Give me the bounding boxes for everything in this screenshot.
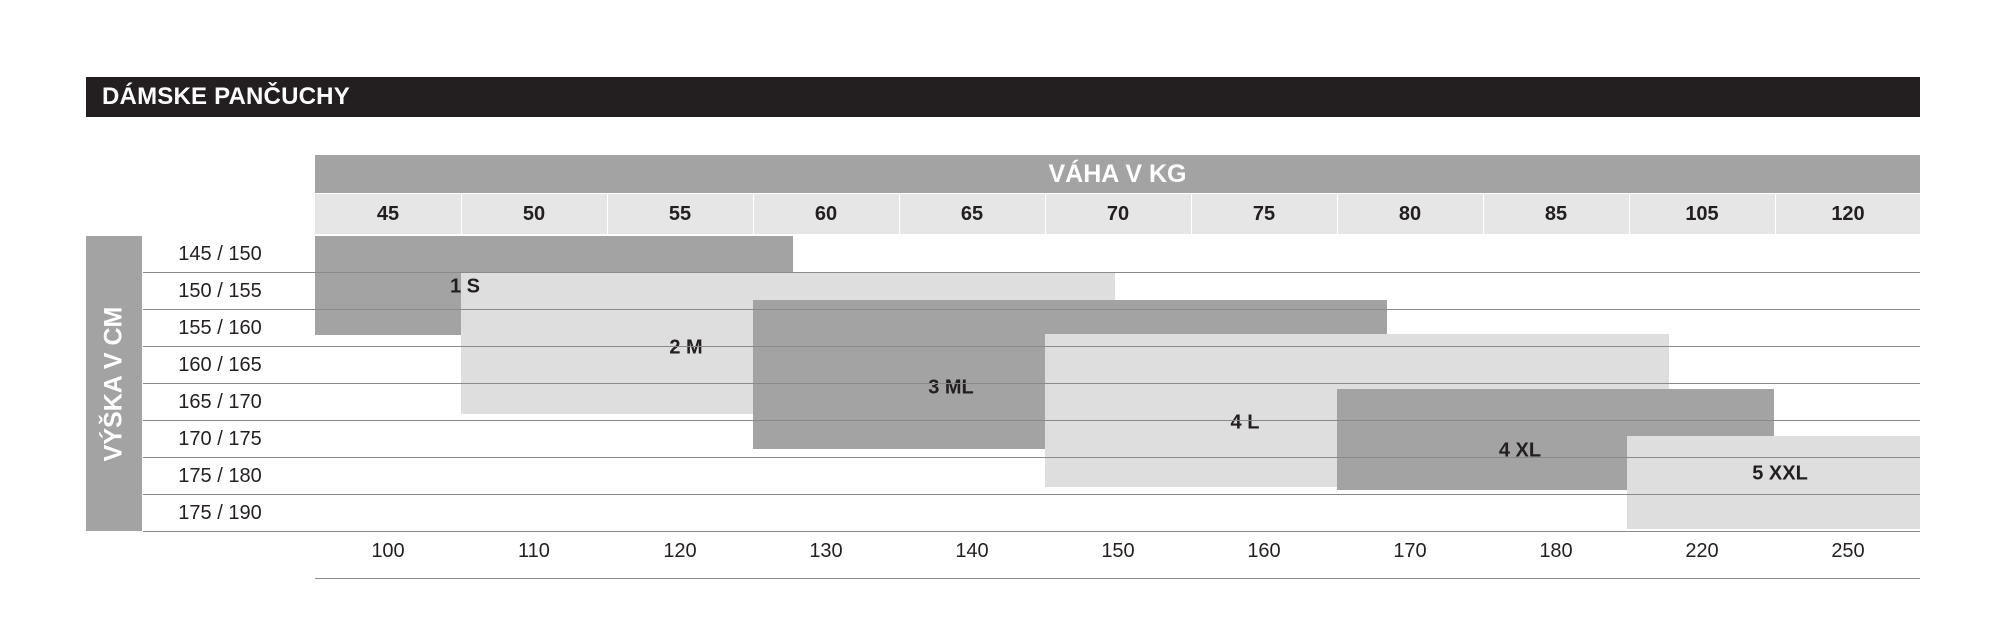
size-label-3-ml: 3 ML [928, 376, 974, 399]
weight-col-separator [1337, 194, 1338, 234]
bottom-value-0: 100 [371, 540, 405, 562]
height-axis-title: VÝŠKA V CM [99, 306, 128, 461]
bottom-value-2: 120 [663, 540, 697, 562]
weight-col-separator [899, 194, 900, 234]
bottom-value-7: 170 [1393, 540, 1427, 562]
row-divider [143, 457, 1920, 458]
bottom-value-3: 130 [809, 540, 843, 562]
row-divider [143, 531, 1920, 532]
row-divider [143, 272, 1920, 273]
weight-col-separator [1629, 194, 1630, 234]
row-divider [143, 420, 1920, 421]
weight-col-6: 75 [1252, 203, 1276, 225]
weight-col-separator [1483, 194, 1484, 234]
weight-col-9: 105 [1685, 203, 1719, 225]
weight-col-3: 60 [814, 203, 838, 225]
weight-col-separator [461, 194, 462, 234]
weight-col-8: 85 [1544, 203, 1568, 225]
weight-col-separator [1191, 194, 1192, 234]
weight-col-7: 80 [1398, 203, 1422, 225]
weight-col-2: 55 [668, 203, 692, 225]
bottom-value-5: 150 [1101, 540, 1135, 562]
bottom-rule [315, 578, 1920, 579]
height-row-label-1: 150 / 155 [178, 280, 262, 302]
bottom-value-6: 160 [1247, 540, 1281, 562]
bottom-value-8: 180 [1539, 540, 1573, 562]
height-row-label-4: 165 / 170 [178, 391, 262, 413]
row-divider [143, 494, 1920, 495]
weight-col-separator [607, 194, 608, 234]
row-divider [143, 346, 1920, 347]
height-row-label-0: 145 / 150 [178, 243, 262, 265]
bottom-value-10: 250 [1831, 540, 1865, 562]
height-row-label-7: 175 / 190 [178, 502, 262, 524]
bottom-value-1: 110 [518, 540, 550, 562]
height-row-label-5: 170 / 175 [178, 428, 262, 450]
weight-col-10: 120 [1831, 203, 1865, 225]
height-row-label-2: 155 / 160 [178, 317, 262, 339]
weight-col-separator [1775, 194, 1776, 234]
weight-axis-title: VÁHA V KG [1048, 160, 1187, 188]
bottom-value-4: 140 [955, 540, 989, 562]
height-row-label-3: 160 / 165 [178, 354, 262, 376]
weight-col-5: 70 [1106, 203, 1130, 225]
size-block-5-xxl [1627, 436, 1920, 529]
weight-col-0: 45 [376, 203, 400, 225]
size-label-4-l: 4 L [1230, 411, 1260, 434]
page-title: DÁMSKE PANČUCHY [102, 83, 350, 110]
height-axis-header: VÝŠKA V CM [86, 236, 142, 531]
weight-col-4: 65 [960, 203, 984, 225]
weight-col-separator [753, 194, 754, 234]
row-divider [143, 309, 1920, 310]
weight-col-separator [1045, 194, 1046, 234]
size-label-2-m: 2 M [669, 336, 703, 359]
row-divider [143, 383, 1920, 384]
size-label-1-s: 1 S [449, 275, 481, 298]
weight-axis-header: VÁHA V KG [315, 155, 1920, 193]
title-bar: DÁMSKE PANČUCHY [86, 77, 1920, 117]
height-row-label-6: 175 / 180 [178, 465, 262, 487]
size-label-5-xxl: 5 XXL [1752, 462, 1808, 485]
bottom-value-9: 220 [1685, 540, 1719, 562]
weight-col-1: 50 [522, 203, 546, 225]
size-label-4-xl: 4 XL [1498, 439, 1542, 462]
weight-values-row: 45 50 55 60 65 70 75 80 85 105 120 [315, 194, 1920, 234]
